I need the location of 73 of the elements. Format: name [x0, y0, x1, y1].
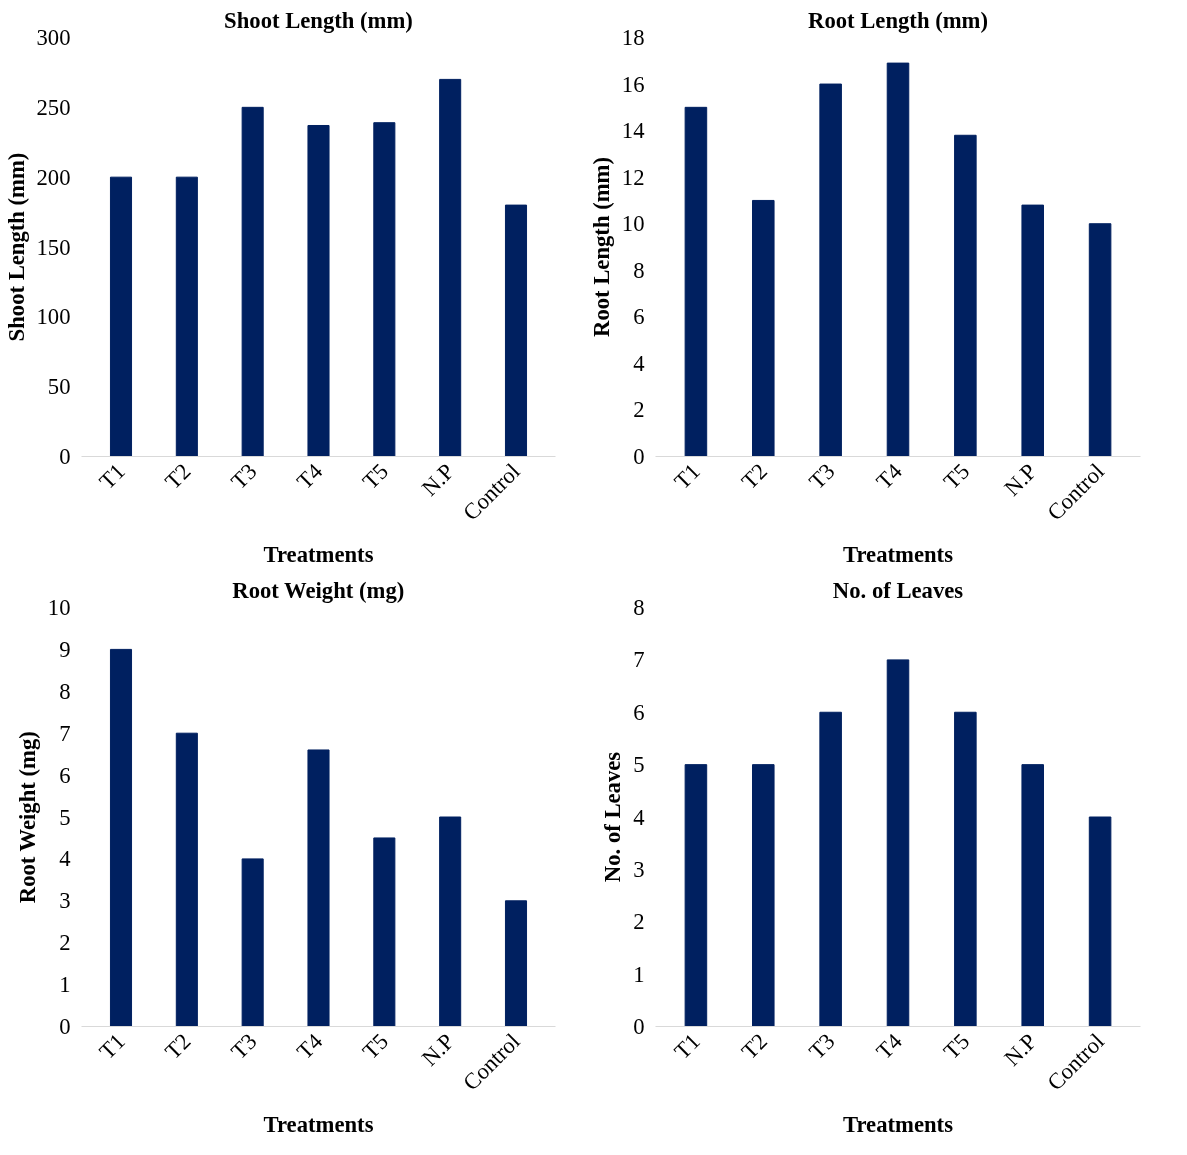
- x-tick-label: T1: [669, 1028, 705, 1065]
- y-tick-label: 6: [59, 762, 71, 788]
- x-tick-label: N.P: [416, 458, 460, 501]
- y-tick-label: 2: [59, 930, 71, 956]
- y-tick-label: 4: [633, 350, 645, 376]
- y-tick-label: 0: [633, 444, 645, 469]
- x-tick-label: T2: [736, 458, 773, 495]
- x-tick-label: T3: [804, 458, 840, 495]
- x-tick-label: N.P: [999, 458, 1042, 501]
- x-tick-label: T2: [736, 1028, 773, 1065]
- y-tick-label: 8: [59, 678, 71, 704]
- y-axis-title: Root Length (mm): [588, 157, 614, 337]
- x-tick-label: T5: [357, 1028, 394, 1065]
- x-tick-label: T1: [94, 1028, 130, 1065]
- x-tick-label: T4: [291, 1028, 328, 1065]
- y-tick-label: 9: [59, 636, 71, 662]
- x-tick-label: T4: [291, 458, 328, 495]
- y-tick-label: 4: [59, 846, 71, 872]
- y-tick-label: 10: [621, 211, 645, 237]
- y-tick-label: 4: [633, 804, 645, 830]
- y-tick-label: 5: [59, 804, 71, 830]
- y-tick-label: 18: [621, 25, 645, 50]
- chart-title: Root Weight (mg): [232, 577, 405, 603]
- chart-title: Root Length (mm): [808, 7, 988, 33]
- x-axis-title: Treatments: [263, 1112, 374, 1138]
- chart-title: No. of Leaves: [832, 577, 964, 603]
- x-tick-label: T3: [226, 1028, 262, 1065]
- y-tick-label: 3: [633, 856, 645, 882]
- x-axis-title: Treatments: [843, 542, 954, 568]
- y-tick-label: 50: [47, 374, 71, 400]
- x-tick-label: T3: [226, 458, 262, 495]
- y-tick-label: 200: [36, 164, 71, 190]
- x-tick-label: T5: [357, 458, 394, 495]
- y-tick-label: 1: [633, 961, 645, 987]
- x-tick-label: T3: [804, 1028, 840, 1065]
- y-tick-label: 150: [36, 234, 71, 260]
- x-axis-title: Treatments: [843, 1112, 954, 1138]
- y-tick-label: 2: [633, 397, 645, 423]
- y-tick-label: 5: [633, 752, 645, 778]
- y-tick-label: 8: [633, 595, 645, 620]
- y-tick-label: 7: [633, 647, 645, 673]
- x-tick-label: N.P: [416, 1028, 460, 1071]
- y-tick-label: 1: [59, 972, 71, 998]
- x-axis-title: Treatments: [263, 542, 374, 568]
- x-tick-label: T4: [871, 458, 907, 495]
- y-tick-label: 0: [633, 1014, 645, 1039]
- x-tick-label: T5: [938, 458, 975, 495]
- y-tick-label: 10: [47, 595, 71, 620]
- x-tick-label: T4: [871, 1028, 907, 1065]
- x-tick-label: T1: [94, 458, 130, 495]
- y-tick-label: 6: [633, 304, 645, 330]
- x-tick-label: T1: [669, 458, 705, 495]
- x-tick-label: T2: [160, 458, 196, 495]
- y-tick-label: 16: [621, 71, 645, 97]
- y-tick-label: 2: [633, 909, 645, 935]
- y-tick-label: 0: [59, 444, 71, 469]
- y-tick-label: 0: [59, 1014, 71, 1039]
- y-axis-title: Root Weight (mg): [14, 731, 40, 904]
- y-tick-label: 3: [59, 888, 71, 914]
- x-tick-label: T5: [938, 1028, 975, 1065]
- x-tick-label: T2: [160, 1028, 196, 1065]
- y-tick-label: 7: [59, 720, 71, 746]
- chart-title: Shoot Length (mm): [224, 7, 413, 33]
- y-tick-label: 100: [36, 304, 71, 330]
- y-tick-label: 8: [633, 257, 645, 283]
- y-tick-label: 14: [621, 118, 645, 144]
- y-tick-label: 300: [36, 25, 71, 50]
- x-tick-label: N.P: [999, 1028, 1042, 1071]
- y-tick-label: 250: [36, 94, 71, 120]
- y-tick-label: 6: [633, 699, 645, 725]
- y-axis-title: No. of Leaves: [600, 751, 626, 883]
- y-tick-label: 12: [621, 164, 645, 190]
- y-axis-title: Shoot Length (mm): [3, 152, 29, 342]
